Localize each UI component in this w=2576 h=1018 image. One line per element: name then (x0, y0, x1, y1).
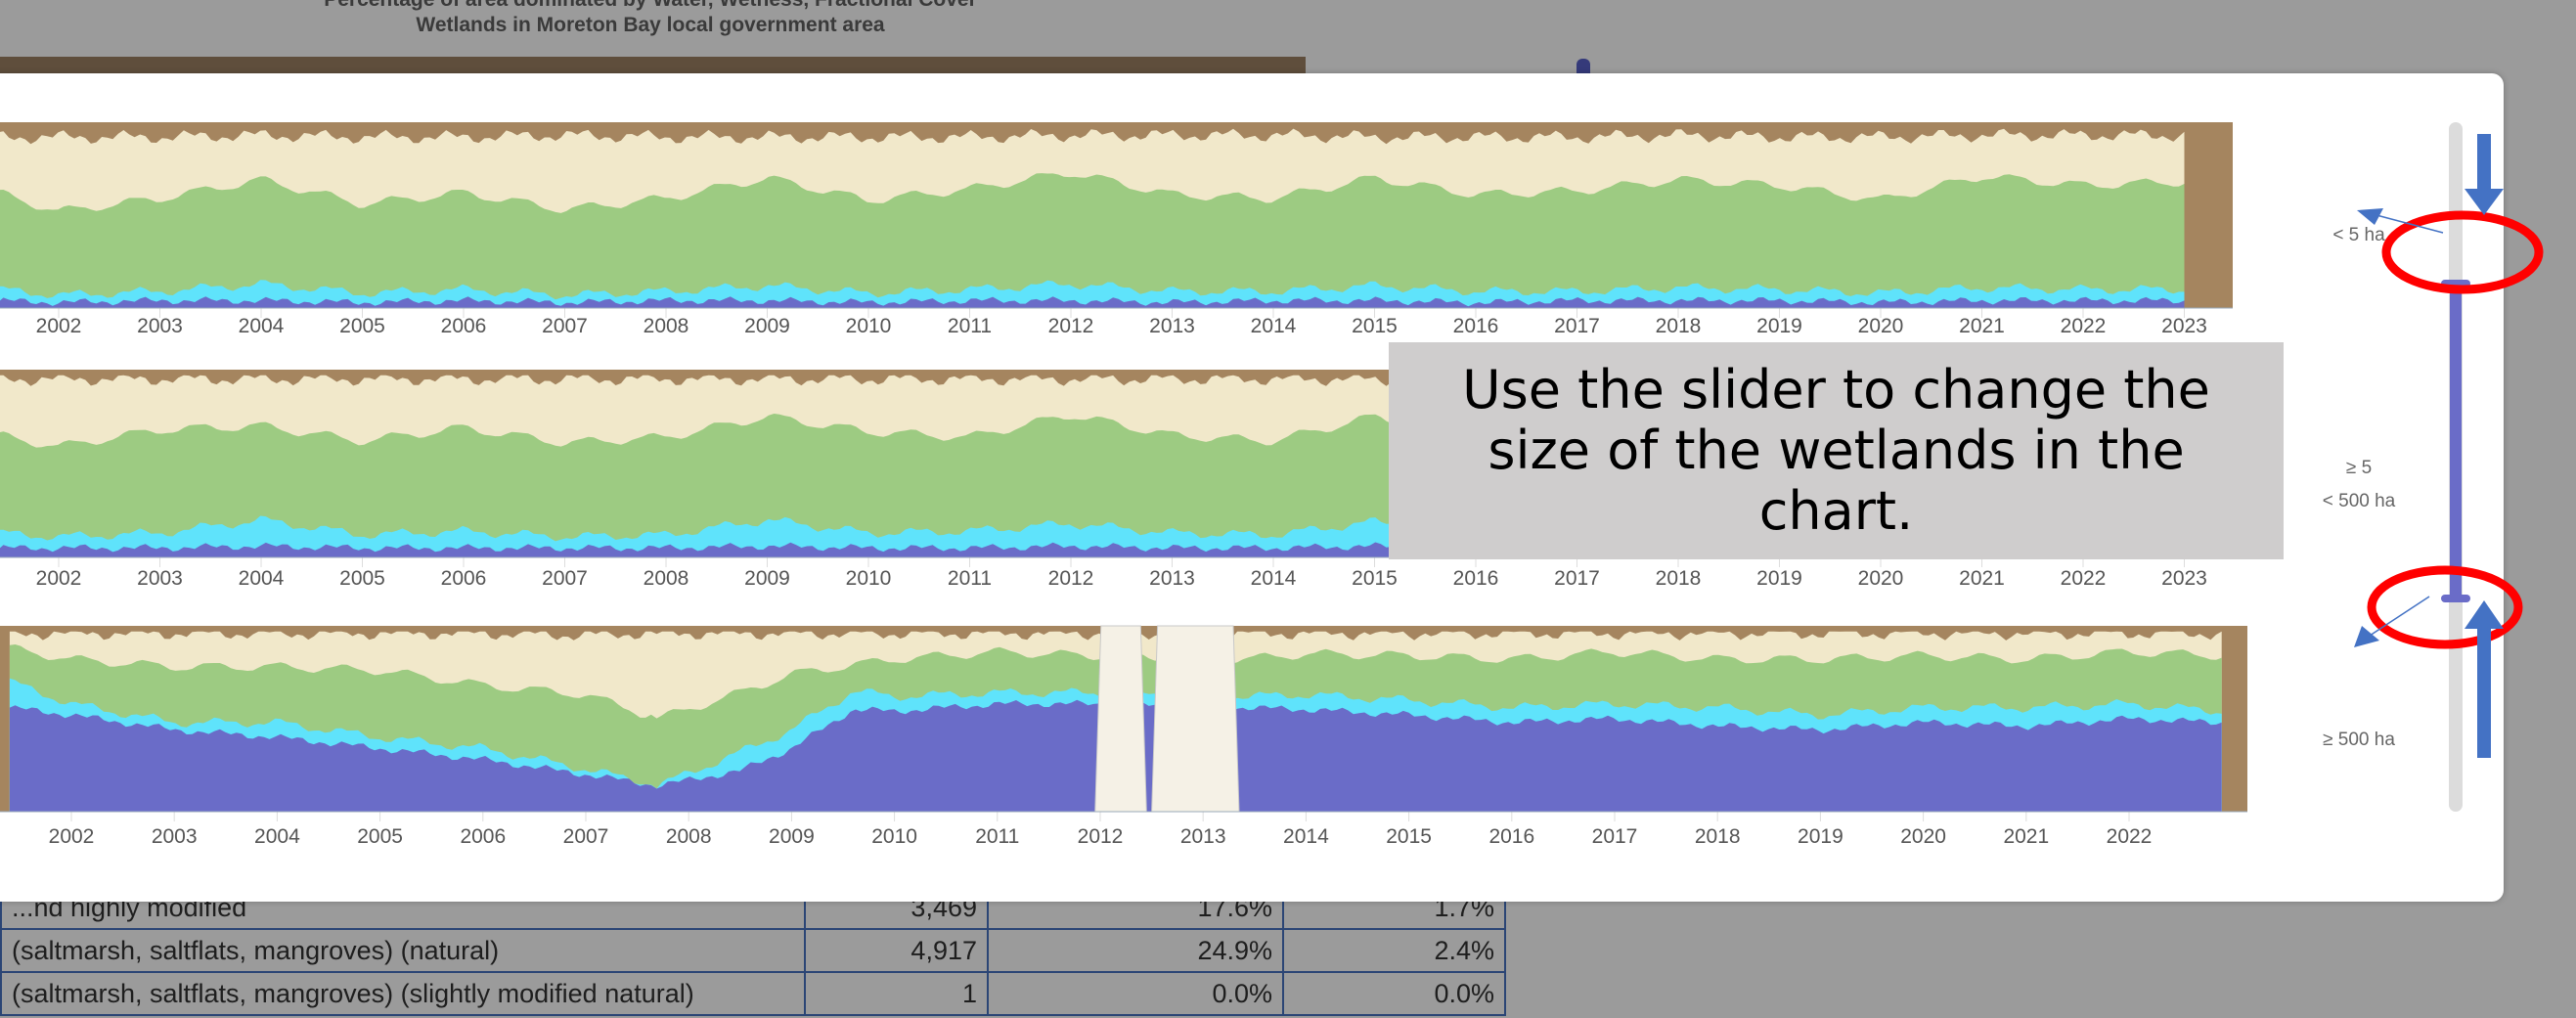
x-tick-label: 2022 (2061, 567, 2107, 590)
x-tick-label: 2005 (357, 825, 403, 848)
x-tick-label: 2007 (563, 825, 609, 848)
table-cell-pct2: 0.0% (1282, 971, 1506, 1016)
x-tick-label: 2017 (1592, 825, 1638, 848)
x-tick-label: 2003 (137, 567, 183, 590)
no-data-region (1151, 625, 1240, 813)
table-cell-area: 4,917 (804, 928, 989, 973)
x-tick-label: 2019 (1756, 567, 1802, 590)
callout-text: Use the slider to change the size of the… (1462, 359, 2210, 542)
slider-handle-top[interactable] (2441, 280, 2470, 288)
x-tick-label: 2006 (441, 567, 487, 590)
chart-1-series-3-area (0, 173, 2185, 308)
table-row: (saltmarsh, saltflats, mangroves) (natur… (0, 928, 1506, 973)
background-chart-band (0, 57, 1306, 76)
background-table: ...nd highly modified 3,469 17.6% 1.7% (… (0, 885, 1506, 1016)
table-cell-label: (saltmarsh, saltflats, mangroves) (natur… (0, 928, 806, 973)
background-title-line2: Wetlands in Moreton Bay local government… (416, 14, 885, 36)
x-tick-label: 2017 (1554, 567, 1600, 590)
x-tick-label: 2002 (49, 825, 95, 848)
x-tick-label: 2015 (1386, 825, 1432, 848)
x-tick-label: 2008 (644, 315, 689, 337)
table-cell-area: 1 (804, 971, 989, 1016)
x-tick-label: 2007 (542, 567, 588, 590)
x-tick-label: 2015 (1352, 315, 1398, 337)
x-tick-label: 2007 (542, 315, 588, 337)
x-tick-label: 2012 (1048, 567, 1094, 590)
slider-label-small: < 5 ha (2332, 225, 2385, 245)
x-tick-label: 2021 (2003, 825, 2049, 848)
slider-label-medium-1: ≥ 5 (2345, 458, 2373, 478)
x-tick-label: 2023 (2161, 315, 2207, 337)
no-data-region (1094, 625, 1147, 813)
x-tick-label: 2021 (1959, 315, 2005, 337)
x-tick-label: 2004 (239, 567, 285, 590)
x-tick-label: 2017 (1554, 315, 1600, 337)
x-tick-label: 2005 (339, 315, 385, 337)
x-tick-label: 2012 (1078, 825, 1124, 848)
x-tick-label: 2022 (2061, 315, 2107, 337)
x-tick-label: 2011 (975, 825, 1019, 848)
x-tick-label: 2018 (1656, 567, 1702, 590)
instruction-callout: Use the slider to change the size of the… (1389, 342, 2284, 559)
x-tick-label: 2012 (1048, 315, 1094, 337)
x-tick-label: 2016 (1488, 825, 1534, 848)
x-tick-label: 2016 (1453, 567, 1499, 590)
size-slider-range[interactable] (2450, 284, 2462, 598)
x-tick-label: 2010 (846, 315, 892, 337)
table-cell-pct2: 2.4% (1282, 928, 1506, 973)
table-row: (saltmarsh, saltflats, mangroves) (sligh… (0, 971, 1506, 1016)
x-tick-label: 2015 (1352, 567, 1398, 590)
slider-label-large: ≥ 500 ha (2323, 730, 2395, 750)
x-tick-label: 2022 (2107, 825, 2153, 848)
x-tick-label: 2009 (744, 567, 790, 590)
x-tick-label: 2004 (239, 315, 285, 337)
x-tick-label: 2010 (871, 825, 917, 848)
x-tick-label: 2019 (1798, 825, 1843, 848)
table-cell-pct1: 24.9% (987, 928, 1284, 973)
x-tick-label: 2013 (1149, 567, 1195, 590)
x-tick-label: 2009 (744, 315, 790, 337)
x-tick-label: 2002 (36, 567, 82, 590)
x-tick-label: 2016 (1453, 315, 1499, 337)
x-tick-label: 2011 (948, 315, 992, 337)
x-tick-label: 2019 (1756, 315, 1802, 337)
x-tick-label: 2021 (1959, 567, 2005, 590)
slider-handle-bottom[interactable] (2441, 595, 2470, 602)
x-tick-label: 2010 (846, 567, 892, 590)
x-tick-label: 2020 (1900, 825, 1946, 848)
x-tick-label: 2008 (644, 567, 689, 590)
x-tick-label: 2014 (1251, 567, 1297, 590)
x-tick-label: 2013 (1149, 315, 1195, 337)
x-tick-label: 2014 (1283, 825, 1329, 848)
table-cell-label: (saltmarsh, saltflats, mangroves) (sligh… (0, 971, 806, 1016)
x-tick-label: 2018 (1695, 825, 1741, 848)
x-tick-label: 2018 (1656, 315, 1702, 337)
x-tick-label: 2023 (2161, 567, 2207, 590)
x-tick-label: 2003 (152, 825, 198, 848)
x-tick-label: 2002 (36, 315, 82, 337)
chart-1-series-1-area (0, 296, 2185, 308)
x-tick-label: 2013 (1180, 825, 1226, 848)
x-tick-label: 2020 (1858, 315, 1904, 337)
background-title-line1: Percentage of area dominated by Water, W… (0, 0, 1301, 12)
x-tick-label: 2009 (769, 825, 815, 848)
x-tick-label: 2006 (460, 825, 506, 848)
x-tick-label: 2011 (948, 567, 992, 590)
x-tick-label: 2003 (137, 315, 183, 337)
x-tick-label: 2014 (1251, 315, 1297, 337)
table-cell-pct1: 0.0% (987, 971, 1284, 1016)
x-tick-label: 2005 (339, 567, 385, 590)
slider-label-medium-2: < 500 ha (2322, 491, 2396, 511)
background-slider-marker (1577, 59, 1590, 76)
x-tick-label: 2008 (666, 825, 712, 848)
x-tick-label: 2020 (1858, 567, 1904, 590)
x-tick-label: 2004 (254, 825, 300, 848)
x-tick-label: 2006 (441, 315, 487, 337)
